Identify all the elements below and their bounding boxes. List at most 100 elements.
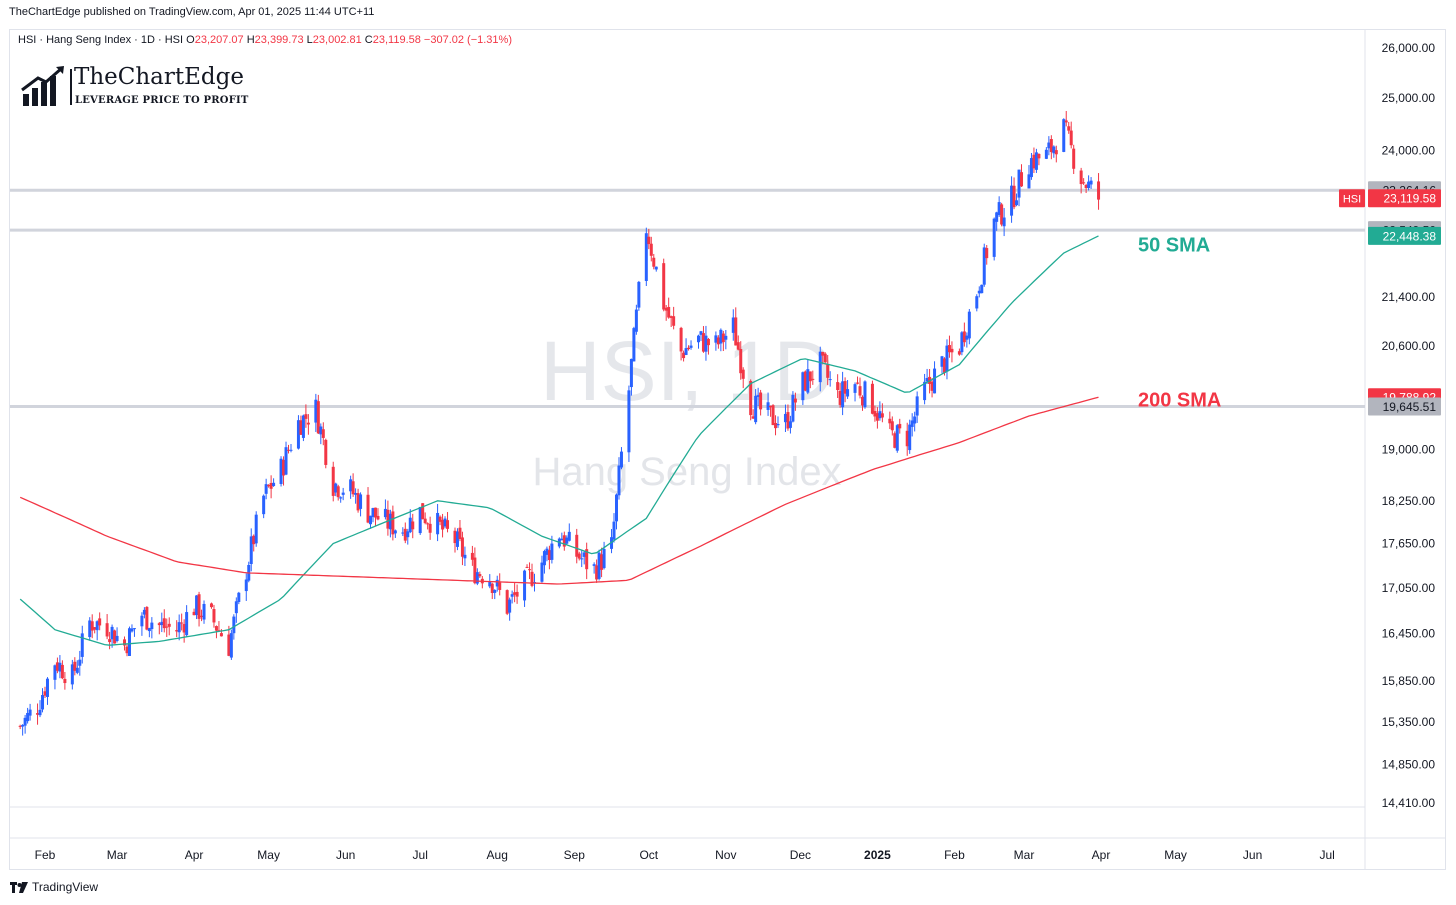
candle-body bbox=[262, 495, 266, 515]
candle-body bbox=[269, 482, 273, 489]
candle-body bbox=[401, 532, 405, 534]
candle-body bbox=[334, 483, 338, 493]
candle-body bbox=[426, 523, 430, 525]
candle-body bbox=[508, 599, 512, 613]
x-tick-label: Apr bbox=[185, 848, 204, 862]
candle-body bbox=[359, 494, 363, 509]
candle-body bbox=[232, 616, 236, 634]
candle-body bbox=[490, 583, 494, 593]
candle-body bbox=[95, 621, 99, 631]
candle-body bbox=[376, 515, 380, 520]
candle-body bbox=[26, 712, 30, 722]
candle-body bbox=[724, 335, 728, 340]
candle-body bbox=[339, 497, 343, 499]
candle-body bbox=[836, 382, 840, 391]
candle-body bbox=[930, 381, 934, 391]
candle-body bbox=[214, 626, 218, 631]
y-tick-label: 15,350.00 bbox=[1382, 715, 1436, 729]
candle-body bbox=[967, 311, 971, 339]
candle-body bbox=[229, 633, 233, 658]
candle-body bbox=[436, 512, 440, 535]
candle-body bbox=[1067, 126, 1071, 131]
candle-body bbox=[679, 327, 683, 352]
candle-body bbox=[88, 620, 92, 638]
candle-body bbox=[38, 709, 42, 716]
price-label: 22,448.38 bbox=[1368, 226, 1441, 245]
candle-body bbox=[719, 329, 723, 344]
candle-body bbox=[165, 626, 169, 628]
candle-body bbox=[1032, 154, 1036, 169]
candle-body bbox=[1089, 180, 1093, 185]
candle-body bbox=[147, 628, 151, 632]
candle-body bbox=[595, 565, 599, 580]
candle-body bbox=[649, 243, 653, 256]
candle-body bbox=[209, 603, 213, 608]
candle-body bbox=[714, 335, 718, 343]
candle-body bbox=[977, 290, 981, 294]
x-tick-label: May bbox=[257, 848, 280, 862]
candle-body bbox=[296, 420, 300, 449]
price-label-bg bbox=[1368, 397, 1441, 416]
candle-body bbox=[125, 646, 129, 654]
candle-body bbox=[351, 481, 355, 495]
candle-body bbox=[478, 574, 482, 577]
x-tick-label: Jun bbox=[1243, 848, 1262, 862]
candle-body bbox=[21, 724, 25, 727]
candle-body bbox=[495, 579, 499, 587]
candle-body bbox=[254, 514, 258, 544]
candle-body bbox=[801, 372, 805, 401]
candle-body bbox=[418, 506, 422, 534]
y-tick-label: 14,410.00 bbox=[1382, 796, 1436, 810]
candle-body bbox=[962, 331, 966, 343]
candle-body bbox=[123, 639, 127, 646]
candle-body bbox=[282, 459, 286, 476]
candle-body bbox=[403, 528, 407, 541]
candle-body bbox=[383, 508, 387, 518]
candle-body bbox=[98, 618, 102, 626]
candle-body bbox=[592, 564, 596, 566]
candle-body bbox=[1029, 158, 1033, 178]
tradingview-footer[interactable]: TradingView bbox=[10, 880, 98, 894]
candle-body bbox=[756, 395, 760, 397]
candle-body bbox=[960, 332, 964, 353]
candle-body bbox=[965, 335, 969, 340]
candle-body bbox=[741, 369, 745, 379]
symbol-tag-bg bbox=[1339, 189, 1365, 208]
candle-body bbox=[791, 394, 795, 422]
candle-body bbox=[580, 558, 584, 560]
candle-body bbox=[880, 413, 884, 418]
candle-body bbox=[821, 351, 825, 356]
candle-body bbox=[542, 551, 546, 566]
candle-body bbox=[957, 351, 961, 355]
x-tick-label: Feb bbox=[944, 848, 965, 862]
candle-body bbox=[234, 601, 238, 614]
candle-body bbox=[888, 418, 892, 424]
legend-high-label: H bbox=[246, 34, 255, 46]
x-tick-label: Oct bbox=[639, 848, 658, 862]
candle-body bbox=[373, 507, 377, 518]
candle-body bbox=[80, 633, 84, 657]
candle-body bbox=[545, 548, 549, 555]
candle-body bbox=[1062, 119, 1066, 152]
candle-body bbox=[637, 281, 641, 308]
candle-body bbox=[1097, 181, 1101, 200]
candle-body bbox=[314, 399, 318, 423]
logo-tagline: LEVERAGE PRICE TO PROFIT bbox=[75, 95, 249, 106]
candle-body bbox=[600, 554, 604, 570]
candle-body bbox=[766, 402, 770, 410]
candle-body bbox=[324, 439, 328, 465]
price-label-text: 19,645.51 bbox=[1383, 400, 1437, 414]
candle-body bbox=[826, 363, 830, 378]
candle-body bbox=[942, 358, 946, 373]
candle-body bbox=[289, 449, 293, 451]
candle-body bbox=[182, 624, 186, 633]
y-tick-label: 24,000.00 bbox=[1382, 143, 1436, 157]
candle-body bbox=[28, 709, 32, 716]
candle-body bbox=[905, 430, 909, 447]
candle-body bbox=[70, 664, 74, 685]
x-tick-label: Mar bbox=[1014, 848, 1035, 862]
x-tick-label: Jul bbox=[413, 848, 428, 862]
candle-body bbox=[617, 465, 621, 496]
legend-high: 23,399.73 bbox=[254, 34, 304, 46]
